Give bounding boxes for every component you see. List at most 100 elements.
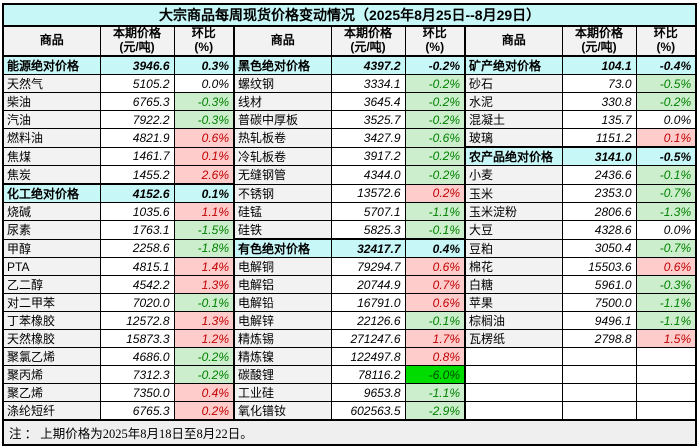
pct-change-cell: -0.7% xyxy=(635,238,697,258)
commodity-cell xyxy=(464,347,563,366)
table-row: 烧碱 1035.6 1.1% 硅锰 5707.1 -1.1% 玉米淀粉 2806.6 -1.3% xyxy=(2,202,697,221)
price-cell: 4542.2 xyxy=(99,275,175,294)
commodity-cell: 混凝土 xyxy=(464,110,563,129)
price-cell: 15873.3 xyxy=(99,329,175,348)
price-cell: 20744.9 xyxy=(330,275,406,294)
table-row: 燃料油 4821.9 0.6% 热轧板卷 3427.9 -0.6% 玻璃 1151.2 0.1% xyxy=(2,128,697,148)
commodity-cell: 聚乙烯 xyxy=(2,383,101,402)
price-cell: 330.8 xyxy=(561,92,637,111)
price-header-line1: 本期价格 xyxy=(574,26,623,41)
commodity-cell: 玻璃 xyxy=(464,128,563,148)
price-cell: 3525.7 xyxy=(330,110,406,129)
commodity-cell: 大豆 xyxy=(464,220,563,240)
pct-change-cell: -1.1% xyxy=(404,383,466,402)
table-row: PTA 4815.1 1.4% 电解铜 79294.7 0.6% 棉花 15503.6 0.6% xyxy=(2,257,697,276)
pct-change-cell: 0.1% xyxy=(635,128,697,148)
commodity-cell: 乙二醇 xyxy=(2,275,101,294)
pct-change-cell: 0.1% xyxy=(173,183,235,203)
price-cell: 4397.2 xyxy=(330,55,406,75)
price-cell: 73.0 xyxy=(561,74,637,93)
pct-change-cell xyxy=(635,401,697,421)
price-cell: 32417.7 xyxy=(330,238,406,258)
pct-change-cell: -0.1% xyxy=(173,293,235,312)
price-cell: 1461.7 xyxy=(99,146,175,166)
pct-change-cell: 0.7% xyxy=(404,275,466,294)
commodity-cell: 对二甲苯 xyxy=(2,293,101,312)
pct-change-cell: -1.1% xyxy=(635,293,697,312)
commodity-cell: 焦炭 xyxy=(2,165,101,185)
pct-header-line1: 环比 xyxy=(191,26,216,41)
pct-change-cell: 0.0% xyxy=(635,110,697,129)
commodity-cell: 天然气 xyxy=(2,74,101,93)
table-title: 大宗商品每周现货价格变动情况（2025年8月25日--8月29日） xyxy=(2,3,697,27)
pct-change-cell: -0.2% xyxy=(173,347,235,366)
pct-change-cell: 0.1% xyxy=(173,146,235,166)
price-cell: 1035.6 xyxy=(99,202,175,221)
price-table: 大宗商品每周现货价格变动情况（2025年8月25日--8月29日） 商品 本期价… xyxy=(2,3,698,446)
price-cell xyxy=(561,365,637,384)
commodity-cell: 白糖 xyxy=(464,275,563,294)
price-cell: 3141.0 xyxy=(561,146,637,166)
pct-change-cell: -0.2% xyxy=(635,92,697,111)
pct-change-cell: -1.3% xyxy=(635,202,697,221)
table-row: 对二甲苯 7020.0 -0.1% 电解铅 16791.0 0.6% 苹果 7500.0 -1.… xyxy=(2,293,697,312)
commodity-cell: 精炼镍 xyxy=(233,347,332,366)
commodity-cell: 热轧板卷 xyxy=(233,128,332,148)
commodity-cell: 玉米 xyxy=(464,183,563,203)
footnote: 注 ： 上期价格为2025年8月18日至8月22日。 xyxy=(2,419,697,446)
table-row: 甲醇 2258.6 -1.8% 有色绝对价格 32417.7 0.4% 豆粕 3050.4 -0… xyxy=(2,238,697,258)
price-header-line2: (元/吨) xyxy=(581,40,617,54)
price-cell xyxy=(561,383,637,402)
pct-change-cell: 1.2% xyxy=(173,329,235,348)
table-row: 焦炭 1455.2 2.6% 无缝钢管 4344.0 -0.2% 小麦 2436.6 -0.1% xyxy=(2,165,697,185)
pct-change-cell: 1.4% xyxy=(173,257,235,276)
commodity-cell: 电解铜 xyxy=(233,257,332,276)
pct-change-cell xyxy=(635,383,697,402)
price-cell: 3645.4 xyxy=(330,92,406,111)
pct-change-cell: 0.0% xyxy=(635,220,697,240)
pct-change-cell: -0.7% xyxy=(635,183,697,203)
commodity-cell: 能源绝对价格 xyxy=(2,55,101,75)
pct-change-cell: -1.8% xyxy=(173,238,235,258)
pct-change-cell: 1.1% xyxy=(173,202,235,221)
pct-change-cell: 0.4% xyxy=(404,238,466,258)
commodity-cell: 不锈钢 xyxy=(233,183,332,203)
pct-change-cell: 0.3% xyxy=(173,55,235,75)
price-cell: 2806.6 xyxy=(561,202,637,221)
price-cell: 5105.2 xyxy=(99,74,175,93)
commodity-cell: 聚氯乙烯 xyxy=(2,347,101,366)
commodity-cell: 矿产绝对价格 xyxy=(464,55,563,75)
commodity-cell: 硅锰 xyxy=(233,202,332,221)
table-row: 聚丙烯 7312.3 -0.2% 碳酸锂 78116.2 -6.0% xyxy=(2,365,697,384)
pct-change-cell: -0.4% xyxy=(635,55,697,75)
price-cell: 1455.2 xyxy=(99,165,175,185)
price-header-line2: (元/吨) xyxy=(350,40,386,54)
price-cell: 7312.3 xyxy=(99,365,175,384)
pct-change-cell: -0.1% xyxy=(404,220,466,240)
price-cell: 78116.2 xyxy=(330,365,406,384)
commodity-cell: 柴油 xyxy=(2,92,101,111)
commodity-cell xyxy=(464,383,563,402)
commodity-cell: 烧碱 xyxy=(2,202,101,221)
commodity-cell: 有色绝对价格 xyxy=(233,238,332,258)
pct-change-cell: 0.4% xyxy=(173,383,235,402)
price-cell: 9496.1 xyxy=(561,311,637,330)
price-header-line1: 本期价格 xyxy=(112,26,161,41)
price-cell: 5961.0 xyxy=(561,275,637,294)
price-cell: 16791.0 xyxy=(330,293,406,312)
price-cell: 4344.0 xyxy=(330,165,406,185)
price-cell: 122497.8 xyxy=(330,347,406,366)
commodity-cell: 苹果 xyxy=(464,293,563,312)
price-cell: 13572.6 xyxy=(330,183,406,203)
price-cell: 6765.3 xyxy=(99,401,175,421)
table-row: 天然气 5105.2 0.0% 螺纹钢 3334.1 -0.2% 砂石 73.0 -0.5% xyxy=(2,74,697,93)
commodity-cell: 螺纹钢 xyxy=(233,74,332,93)
price-cell: 5825.3 xyxy=(330,220,406,240)
commodity-cell: 农产品绝对价格 xyxy=(464,146,563,166)
commodity-cell xyxy=(464,365,563,384)
commodity-cell: 聚丙烯 xyxy=(2,365,101,384)
pct-change-cell: -2.9% xyxy=(404,401,466,421)
commodity-cell: 尿素 xyxy=(2,220,101,240)
pct-change-cell: 0.6% xyxy=(635,257,697,276)
table-row: 汽油 7922.2 -0.3% 普碳中厚板 3525.7 -0.2% 混凝土 135.7 0.0… xyxy=(2,110,697,129)
